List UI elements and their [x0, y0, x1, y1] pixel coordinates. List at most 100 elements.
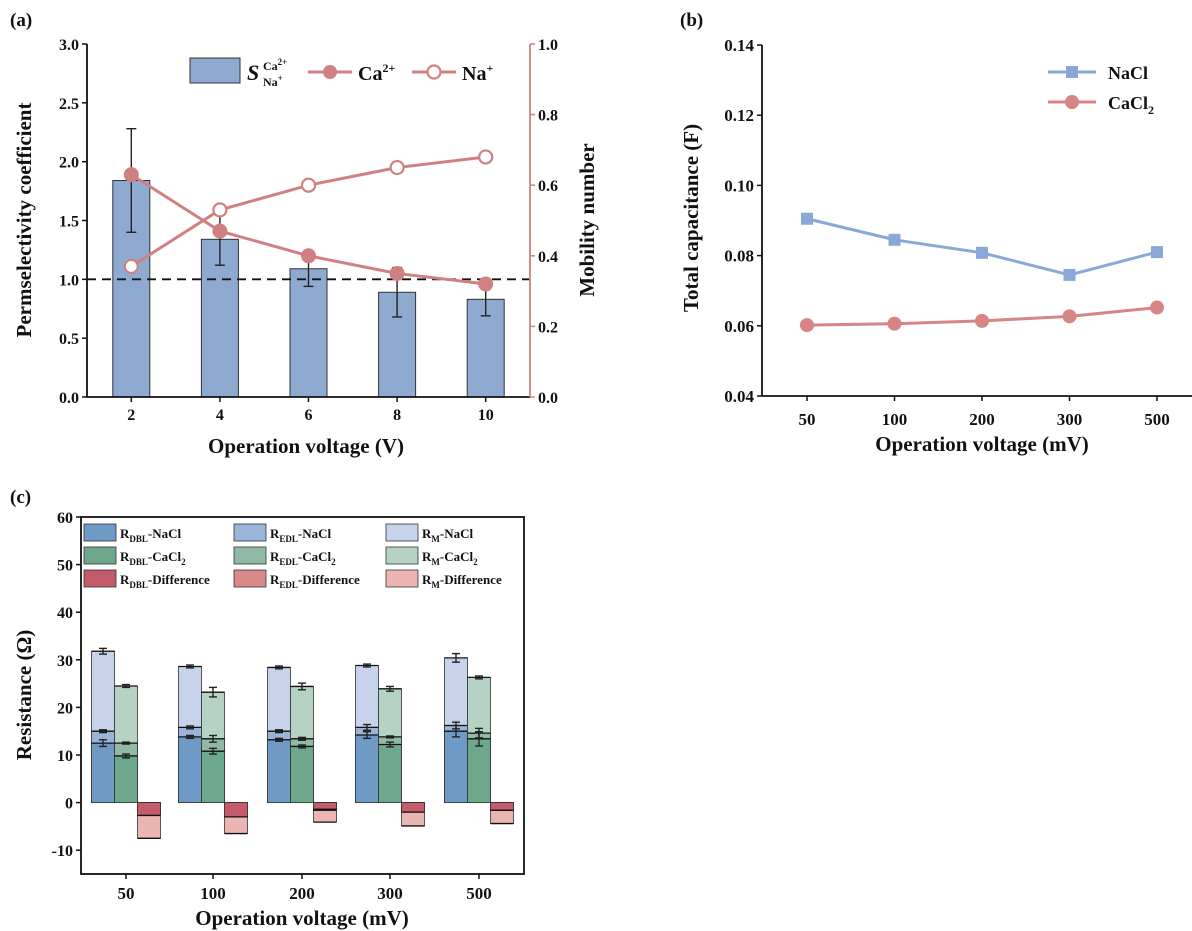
- legend-swatch: [385, 569, 419, 588]
- legend-rest: -Difference: [148, 572, 210, 587]
- panel-b-ylabel: Total capacitance (F): [679, 124, 703, 312]
- y-tick-label: 50: [57, 558, 73, 575]
- x-tick-label: 4: [216, 407, 224, 424]
- legend-s-sub-charge: +: [278, 73, 283, 83]
- cacl2-point: [887, 316, 902, 331]
- legend-r-sub: DBL: [129, 557, 148, 567]
- ca-point: [389, 265, 405, 281]
- y-tick-label: 1.5: [59, 214, 79, 231]
- y2-tick-label: 0.8: [538, 108, 558, 125]
- legend-r-sub: DBL: [129, 580, 148, 590]
- y2-tick-label: 0.2: [538, 319, 558, 336]
- legend-s-sup: Ca2+: [263, 57, 287, 73]
- legend-label: RDBL-NaCl: [120, 526, 182, 544]
- legend-r: R: [422, 572, 432, 587]
- x-tick-label: 500: [466, 884, 492, 903]
- y-tick-label: 30: [57, 653, 73, 670]
- legend-rest: -Difference: [440, 572, 502, 587]
- panel-c-ylabel: Resistance (Ω): [12, 630, 36, 761]
- ca-point: [301, 248, 316, 264]
- x-tick-label: 300: [1057, 410, 1083, 429]
- nacl-point: [976, 246, 988, 259]
- y2-tick-label: 0.4: [538, 249, 558, 266]
- resistance-bar-nacl-dbl: [444, 730, 468, 804]
- y-tick-label: 0: [65, 796, 73, 813]
- legend-rest-sub: 2: [331, 557, 336, 567]
- x-tick-label: 200: [289, 884, 315, 903]
- y2-tick-label: 0.0: [538, 390, 558, 407]
- y-tick-label: -10: [52, 843, 73, 860]
- y-tick-label: 40: [57, 605, 73, 622]
- nacl-point: [801, 212, 813, 225]
- legend-swatch: [233, 569, 267, 588]
- legend-rest: -CaCl: [148, 549, 182, 564]
- resistance-bar-cacl2-dbl: [467, 738, 491, 803]
- legend-swatch: [83, 569, 117, 588]
- legend-nacl-label: NaCl: [1108, 63, 1148, 83]
- nacl-point: [1063, 268, 1076, 281]
- nacl-point: [1151, 246, 1163, 259]
- y-tick-label: 2.0: [59, 155, 79, 172]
- legend-rest: -NaCl: [440, 526, 474, 541]
- legend-label: RDBL-CaCl2: [120, 549, 186, 567]
- resistance-bar-cacl2-dbl: [290, 746, 314, 804]
- panel-a-label: (a): [10, 10, 32, 31]
- legend-cacl2-marker: [1065, 95, 1079, 109]
- ca-point: [478, 276, 494, 292]
- legend-swatch: [233, 546, 267, 565]
- cacl2-point: [1150, 300, 1164, 315]
- legend-label: RM-Difference: [422, 572, 502, 590]
- legend-r-sub: DBL: [129, 534, 148, 544]
- y2-tick-label: 0.6: [538, 178, 558, 195]
- y-tick-label: 0.0: [59, 390, 79, 407]
- legend-swatch: [83, 523, 117, 542]
- x-tick-label: 8: [393, 407, 401, 424]
- legend-rest: -Difference: [298, 572, 360, 587]
- y-tick-label: 0.04: [724, 387, 754, 406]
- legend-r: R: [270, 526, 280, 541]
- legend-na-charge: +: [486, 61, 493, 75]
- x-tick-label: 100: [882, 410, 908, 429]
- panel-b-xlabel: Operation voltage (mV): [875, 432, 1088, 456]
- panel-c-xlabel: Operation voltage (mV): [195, 906, 408, 930]
- x-tick-label: 6: [305, 407, 313, 424]
- y-tick-label: 3.0: [59, 37, 79, 54]
- legend-r-sub: M: [431, 580, 440, 590]
- legend-rest: -NaCl: [148, 526, 182, 541]
- panel-c: (c) Operation voltage (mV) Resistance (Ω…: [10, 487, 525, 930]
- legend-rest: -NaCl: [298, 526, 332, 541]
- panel-a-ylabel: Permselectivity coefficient: [12, 103, 36, 338]
- legend-swatch: [385, 523, 419, 542]
- na-point: [389, 159, 405, 176]
- panel-a-legend: S Ca2+Na+ Ca2+ Na+: [189, 57, 493, 89]
- resistance-bar-nacl-dbl: [267, 739, 291, 804]
- legend-r: R: [422, 549, 432, 564]
- y-tick-label: 0.10: [724, 176, 754, 195]
- legend-s-sub-text: Na: [263, 75, 278, 89]
- panel-b-legend: NaCl CaCl2: [1048, 63, 1154, 117]
- legend-cacl2-label: CaCl2: [1108, 93, 1154, 117]
- x-tick-label: 50: [118, 884, 135, 903]
- legend-ca-text: Ca: [358, 63, 382, 85]
- legend-r-sub: EDL: [279, 534, 298, 544]
- legend-ca-charge: 2+: [382, 61, 395, 75]
- resistance-bar-cacl2-dbl: [378, 744, 402, 804]
- x-tick-label: 200: [969, 410, 995, 429]
- legend-swatch: [233, 523, 267, 542]
- y-tick-label: 10: [57, 748, 73, 765]
- resistance-bar-nacl-dbl: [355, 734, 379, 803]
- legend-cacl2-sub: 2: [1148, 103, 1154, 117]
- legend-label: REDL-CaCl2: [270, 549, 336, 567]
- legend-na-text: Na: [462, 63, 486, 85]
- y-tick-label: 0.5: [59, 331, 79, 348]
- na-point: [123, 258, 139, 274]
- panel-b: (b) Operation voltage (mV) Total capacit…: [679, 10, 1192, 456]
- na-point: [300, 177, 317, 193]
- cacl2-point: [1062, 309, 1077, 324]
- resistance-bar-nacl-dbl: [91, 742, 115, 803]
- legend-cacl2-text: CaCl: [1108, 93, 1148, 113]
- resistance-bar-cacl2-dbl: [114, 755, 138, 804]
- legend-na-label: Na+: [462, 61, 493, 85]
- legend-r: R: [120, 572, 130, 587]
